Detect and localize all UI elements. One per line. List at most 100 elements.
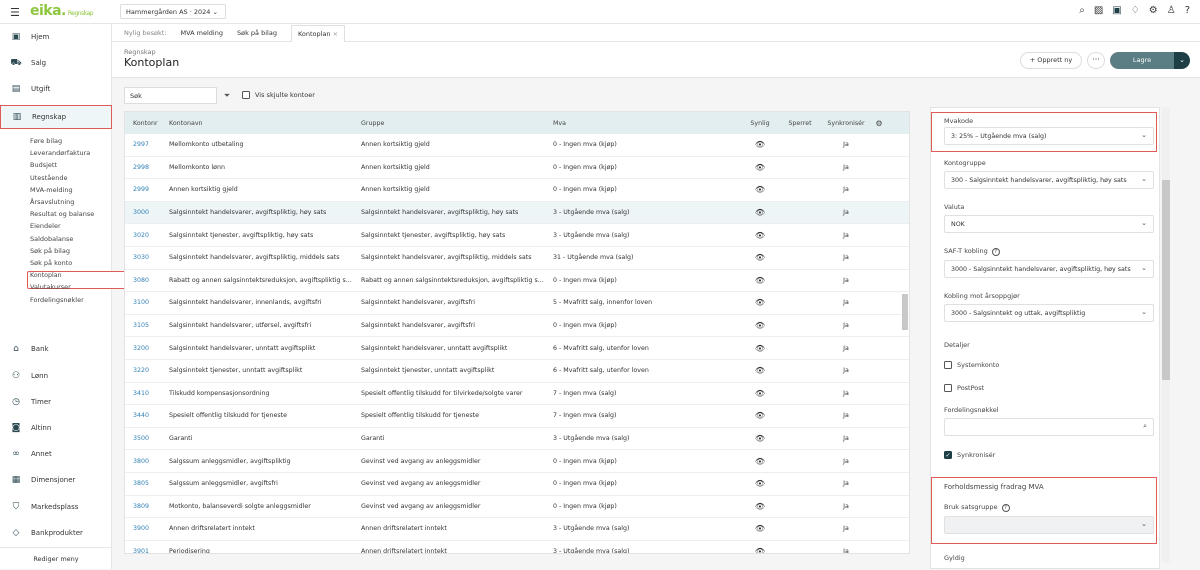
table-row[interactable]: 3900 Annen driftsrelatert inntekt Annen … — [125, 518, 909, 541]
table-row[interactable]: 3410 Tilskudd kompensasjonsordning Spesi… — [125, 383, 909, 406]
bell-icon[interactable]: ♢ — [1130, 5, 1140, 16]
checkbox[interactable] — [944, 361, 952, 369]
table-row[interactable]: 3100 Salgsinntekt handelsvarer, innenlan… — [125, 292, 909, 315]
table-row[interactable]: 3440 Spesielt offentlig tilskudd for tje… — [125, 405, 909, 428]
sidebar-subitem[interactable]: Saldobalanse — [30, 234, 74, 243]
postpost-checkbox[interactable]: PostPost — [944, 384, 984, 392]
edit-menu-button[interactable]: Rediger meny — [0, 547, 112, 569]
sidebar-subitem[interactable]: Valutakurser — [30, 283, 71, 292]
account-number-link[interactable]: 3809 — [133, 502, 150, 510]
search-icon[interactable]: ⌕ — [1079, 5, 1085, 16]
account-number-link[interactable]: 3901 — [133, 547, 150, 554]
account-number-link[interactable]: 3000 — [133, 209, 150, 217]
sidebar-item-markedsplass[interactable]: ⛉ Markedsplass — [0, 495, 112, 519]
sidebar-item-timer[interactable]: ◷ Timer — [0, 390, 112, 414]
table-row[interactable]: 3080 Rabatt og annen salgsinntektsreduks… — [125, 270, 909, 293]
sidebar-item-lonn[interactable]: ⚇ Lønn — [0, 364, 112, 388]
col-sperret[interactable]: Sperret — [788, 119, 812, 127]
close-icon[interactable]: × — [332, 30, 339, 38]
table-row[interactable]: 3030 Salgsinntekt handelsvarer, avgiftsp… — [125, 247, 909, 270]
account-number-link[interactable]: 3900 — [133, 525, 150, 533]
saft-select[interactable]: 3000 - Salgsinntekt handelsvarer, avgift… — [944, 260, 1154, 278]
table-row[interactable]: 3901 Periodisering Annen driftsrelatert … — [125, 541, 909, 554]
menu-icon[interactable]: ☰ — [10, 6, 20, 19]
table-row[interactable]: 3200 Salgsinntekt handelsvarer, unntatt … — [125, 337, 909, 360]
account-number-link[interactable]: 3080 — [133, 276, 150, 284]
sidebar-item-salg[interactable]: ⛟ Salg — [0, 51, 112, 75]
checkbox[interactable] — [242, 91, 250, 99]
table-row[interactable]: 3000 Salgsinntekt handelsvarer, avgiftsp… — [125, 201, 909, 225]
help-icon[interactable]: ? — [1001, 504, 1010, 512]
sidebar-item-annet[interactable]: ∞ Annet — [0, 442, 112, 466]
sidebar-item-utgift[interactable]: ▤ Utgift — [0, 77, 112, 101]
company-selector[interactable]: Hammergården AS · 2024 ⌄ — [120, 4, 226, 19]
gear-icon[interactable]: ⚙ — [875, 118, 883, 128]
table-row[interactable]: 3809 Motkonto, balanseverdi solgte anleg… — [125, 496, 909, 519]
show-hidden-accounts-checkbox[interactable]: Vis skjulte kontoer — [242, 91, 315, 99]
save-button[interactable]: Lagre — [1110, 52, 1174, 69]
sidebar-subitem[interactable]: Føre bilag — [30, 137, 63, 145]
account-number-link[interactable]: 3020 — [133, 231, 150, 239]
account-number-link[interactable]: 3410 — [133, 389, 150, 397]
tab-kontoplan[interactable]: Kontoplan × — [290, 25, 346, 42]
col-mva[interactable]: Mva — [553, 119, 567, 127]
table-row[interactable]: 3800 Salgssum anleggsmidler, avgiftsplik… — [125, 450, 909, 473]
report-icon[interactable]: ▨ — [1093, 5, 1104, 16]
logo[interactable]: eika. Regnskap — [30, 3, 94, 19]
sidebar-subitem[interactable]: Budsjett — [30, 161, 57, 170]
create-new-button[interactable]: + Opprett ny — [1020, 52, 1082, 69]
panel-scrollbar[interactable] — [1162, 107, 1170, 562]
sidebar-item-altinn[interactable]: ◙ Altinn — [0, 416, 112, 440]
filter-icon[interactable]: ⏷ — [223, 91, 231, 100]
col-synkroniser[interactable]: Synkronisér — [827, 119, 865, 127]
sidebar-subitem[interactable]: Utestående — [30, 173, 68, 182]
more-options-button[interactable]: ··· — [1087, 52, 1105, 69]
sidebar-item-dimensjoner[interactable]: ▦ Dimensjoner — [0, 468, 112, 492]
table-row[interactable]: 3220 Salgsinntekt tjenester, unntatt avg… — [125, 360, 909, 383]
account-number-link[interactable]: 2997 — [133, 141, 150, 149]
gear-icon[interactable]: ⚙ — [1148, 5, 1158, 16]
account-number-link[interactable]: 3220 — [133, 367, 150, 375]
table-row[interactable]: 2997 Mellomkonto utbetaling Annen kortsi… — [125, 134, 909, 157]
table-row[interactable]: 3020 Salgsinntekt tjenester, avgiftsplik… — [125, 224, 909, 247]
sidebar-subitem[interactable]: Eiendeler — [30, 222, 61, 231]
col-kontonavn[interactable]: Kontonavn — [169, 119, 203, 127]
scrollbar-thumb[interactable] — [1162, 180, 1170, 380]
account-number-link[interactable]: 3100 — [133, 299, 150, 307]
sidebar-item-bank[interactable]: ⌂ Bank — [0, 337, 112, 361]
account-number-link[interactable]: 2999 — [133, 186, 150, 194]
sidebar-item-bankprodukter[interactable]: ◇ Bankprodukter — [0, 521, 112, 545]
col-gruppe[interactable]: Gruppe — [361, 119, 385, 127]
systemkonto-checkbox[interactable]: Systemkonto — [944, 361, 999, 369]
help-icon[interactable]: ? — [1184, 5, 1190, 16]
search-input[interactable]: Søk — [124, 87, 217, 104]
mvakode-select[interactable]: 3: 25% – Utgående mva (salg) ⌄ — [944, 127, 1154, 145]
recent-link-sok-pa-bilag[interactable]: Søk på bilag — [236, 28, 277, 37]
table-row[interactable]: 3105 Salgsinntekt handelsvarer, utførsel… — [125, 315, 909, 338]
account-number-link[interactable]: 3800 — [133, 457, 150, 465]
checkbox[interactable] — [944, 384, 952, 392]
recent-link-mva-melding[interactable]: MVA melding — [180, 28, 223, 37]
table-scrollbar[interactable] — [902, 134, 908, 553]
save-dropdown-button[interactable]: ⌄ — [1174, 52, 1190, 69]
plus-square-icon[interactable]: ▣ — [1112, 5, 1122, 16]
search-icon[interactable]: ⌕ — [1143, 422, 1147, 430]
table-row[interactable]: 3500 Garanti Garanti 3 - Utgående mva (s… — [125, 428, 909, 451]
sidebar-subitem[interactable]: Søk på konto — [30, 259, 73, 267]
sidebar-subitem[interactable]: Fordelingsnøkler — [30, 295, 84, 304]
table-row[interactable]: 2998 Mellomkonto lønn Annen kortsiktig g… — [125, 157, 909, 180]
user-icon[interactable]: ♙ — [1166, 5, 1176, 16]
account-number-link[interactable]: 3030 — [133, 254, 150, 262]
arsoppgjor-select[interactable]: 3000 - Salgsinntekt og uttak, avgiftspli… — [944, 304, 1154, 322]
fordelingsnokkel-input[interactable]: ⌕ — [944, 418, 1154, 436]
sidebar-subitem[interactable]: Leverandørfaktura — [30, 149, 91, 158]
account-number-link[interactable]: 3200 — [133, 344, 150, 352]
sidebar-subitem[interactable]: Søk på bilag — [30, 246, 70, 255]
satsgruppe-select[interactable]: ⌄ — [944, 516, 1154, 534]
sidebar-item-hjem[interactable]: ▣ Hjem — [0, 25, 112, 49]
sidebar-subitem[interactable]: Resultat og balanse — [30, 210, 95, 219]
account-number-link[interactable]: 2998 — [133, 163, 150, 171]
account-number-link[interactable]: 3805 — [133, 480, 150, 488]
checkbox-checked[interactable]: ✓ — [944, 451, 952, 459]
col-kontonr[interactable]: Kontonr — [133, 119, 158, 127]
